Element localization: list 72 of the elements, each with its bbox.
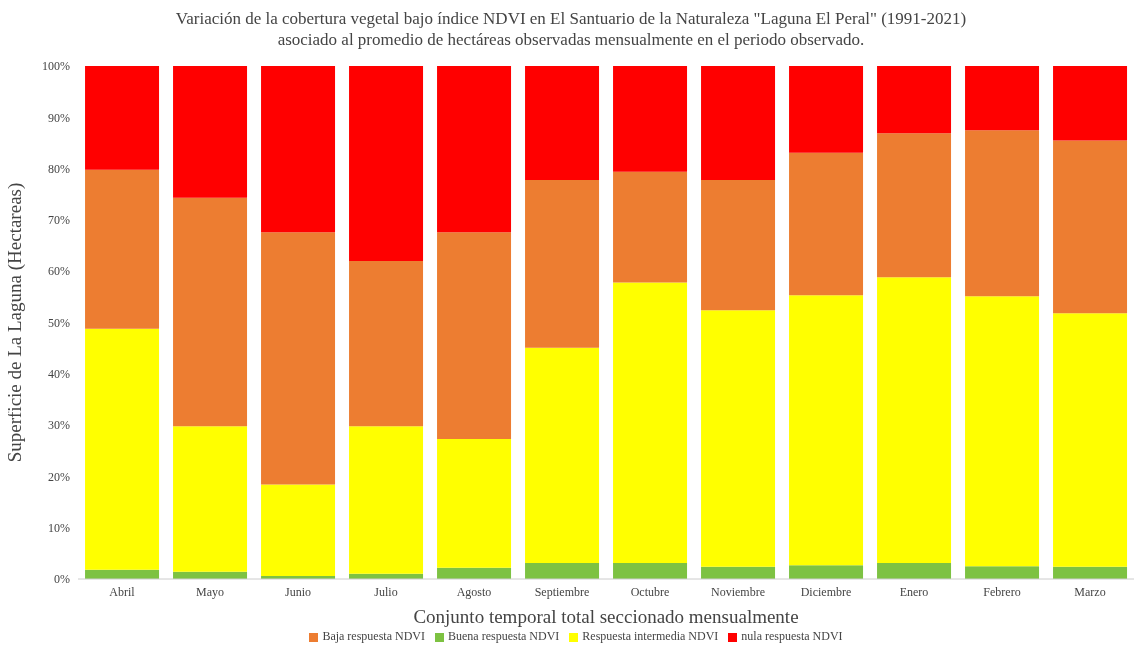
bar xyxy=(789,295,864,566)
y-tick-label: 0% xyxy=(54,572,70,587)
y-tick-label: 70% xyxy=(48,213,70,228)
y-tick-label: 60% xyxy=(48,264,70,279)
bar xyxy=(173,197,248,427)
bar xyxy=(877,277,952,564)
bar xyxy=(877,66,952,134)
y-tick-label: 30% xyxy=(48,418,70,433)
x-tick-label: Julio xyxy=(374,584,398,599)
y-axis-title: Superficie de La Laguna (Hectareas) xyxy=(3,182,26,463)
bar xyxy=(789,565,864,579)
bar xyxy=(349,426,424,574)
bar xyxy=(437,438,512,568)
y-tick-label: 40% xyxy=(48,367,70,382)
legend-label: Buena respuesta NDVI xyxy=(448,629,560,643)
bar xyxy=(701,310,776,567)
x-tick-label: Abril xyxy=(109,584,136,599)
bar xyxy=(349,66,424,261)
bar xyxy=(173,66,248,198)
legend-label: nula respuesta NDVI xyxy=(741,629,843,643)
bar xyxy=(965,566,1040,579)
bar xyxy=(261,232,336,485)
x-tick-label: Agosto xyxy=(456,584,492,599)
bar xyxy=(613,282,688,564)
bar xyxy=(261,484,336,576)
bar xyxy=(613,66,688,172)
bar xyxy=(701,179,776,311)
x-tick-label: Enero xyxy=(899,584,929,599)
x-tick-label: Junio xyxy=(284,584,312,599)
bar xyxy=(877,563,952,579)
chart-subtitle: asociado al promedio de hectáreas observadas mensualmente en el periodo observado. xyxy=(276,29,866,50)
bar xyxy=(525,347,600,564)
bar xyxy=(965,66,1040,131)
bar xyxy=(525,66,600,180)
chart-title: Variación de la cobertura vegetal bajo índice NDVI en El Santuario de la Naturaleza "Laguna El Peral" (1991-2021) xyxy=(174,8,968,29)
bar xyxy=(437,66,512,233)
bar xyxy=(965,130,1040,297)
bar xyxy=(261,66,336,233)
bar xyxy=(85,169,160,329)
y-tick-label: 20% xyxy=(48,469,70,484)
y-tick-label: 100% xyxy=(42,59,70,74)
bar xyxy=(85,66,160,170)
bar xyxy=(965,296,1040,567)
bar xyxy=(613,171,688,283)
bar xyxy=(1053,140,1128,314)
bar xyxy=(85,328,160,570)
x-tick-label: Septiembre xyxy=(534,584,590,599)
bar xyxy=(173,426,248,572)
bar xyxy=(789,152,864,296)
bar xyxy=(525,179,600,348)
bar xyxy=(525,563,600,579)
legend-label: Respuesta intermedia NDVI xyxy=(582,629,719,643)
bar xyxy=(349,260,424,427)
x-tick-label: Diciembre xyxy=(800,584,852,599)
x-tick-label: Mayo xyxy=(196,584,224,599)
y-tick-label: 10% xyxy=(48,520,70,535)
x-tick-label: Febrero xyxy=(983,584,1021,599)
x-axis-title: Conjunto temporal total seccionado mensualmente xyxy=(413,606,799,627)
bar xyxy=(701,66,776,180)
y-tick-label: 50% xyxy=(48,315,70,330)
x-tick-label: Marzo xyxy=(1074,584,1106,599)
bar xyxy=(613,563,688,579)
bar xyxy=(437,232,512,439)
y-tick-label: 80% xyxy=(48,161,70,176)
bar xyxy=(877,133,952,278)
bar xyxy=(1053,66,1128,141)
x-tick-label: Noviembre xyxy=(711,584,765,599)
bar xyxy=(1053,313,1128,567)
legend-label: Baja respuesta NDVI xyxy=(322,629,426,643)
x-tick-label: Octubre xyxy=(630,584,670,599)
y-tick-label: 90% xyxy=(48,110,70,125)
bar xyxy=(789,66,864,153)
